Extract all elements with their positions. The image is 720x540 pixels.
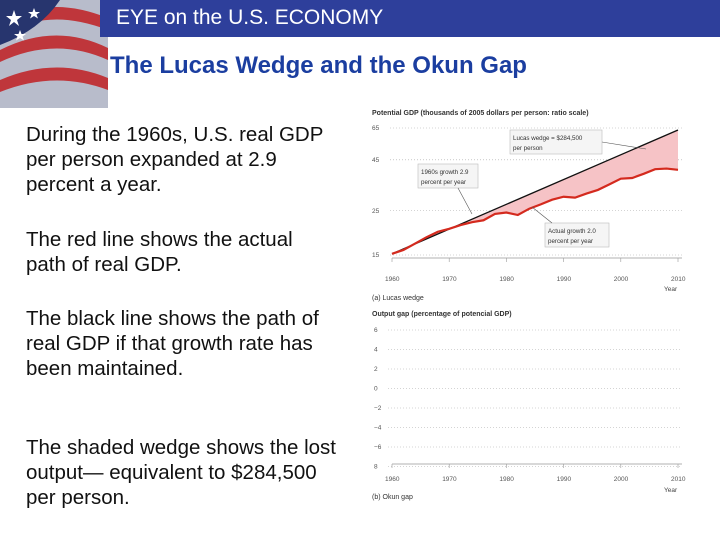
annotation-2-line-2: percent per year bbox=[421, 179, 466, 186]
chart-a-x-tick: 1970 bbox=[442, 276, 457, 283]
banner-title: EYE on the U.S. ECONOMY bbox=[116, 6, 384, 29]
chart-a-y-tick: 15 bbox=[372, 252, 380, 259]
chart-b-x-tick: 1960 bbox=[385, 476, 400, 483]
slide-title: The Lucas Wedge and the Okun Gap bbox=[110, 52, 527, 79]
chart-b-y-tick: 4 bbox=[374, 347, 378, 354]
chart-b-y-tick: −2 bbox=[374, 405, 382, 412]
chart-a-y-tick: 65 bbox=[372, 125, 380, 132]
chart-a-x-tick: 1980 bbox=[499, 276, 514, 283]
chart-b-x-tick: 2000 bbox=[614, 476, 629, 483]
chart-b-y-tick: 2 bbox=[374, 366, 378, 373]
chart-a-y-tick: 25 bbox=[372, 208, 380, 215]
annotation-3-line-1: Actual growth 2.0 bbox=[548, 228, 596, 235]
chart-a-x-tick: 2010 bbox=[671, 276, 686, 283]
chart-b-title: Output gap (percentage of potencial GDP) bbox=[372, 311, 512, 318]
body-paragraph-1: During the 1960s, U.S. real GDP per pers… bbox=[26, 123, 324, 196]
lucas-wedge-chart: Potential GDP (thousands of 2005 dollars… bbox=[372, 110, 686, 302]
chart-b-y-tick: 8 bbox=[374, 464, 378, 471]
chart-a-xlabel: Year bbox=[664, 286, 678, 293]
chart-a-x-tick: 2000 bbox=[614, 276, 629, 283]
flag-logo bbox=[0, 0, 108, 108]
okun-gap-chart: Output gap (percentage of potencial GDP)… bbox=[372, 311, 686, 501]
chart-a-caption: (a) Lucas wedge bbox=[372, 295, 424, 302]
annotation-1-line-1: Lucas wedge = $284,500 bbox=[513, 135, 583, 142]
body-paragraph-4: The shaded wedge shows the lost output— … bbox=[26, 436, 336, 509]
chart-b-caption: (b) Okun gap bbox=[372, 494, 413, 501]
gdp-figure: Potential GDP (thousands of 2005 dollars… bbox=[372, 110, 686, 501]
chart-a-title: Potential GDP (thousands of 2005 dollars… bbox=[372, 110, 589, 117]
body-paragraph-2: The red line shows the actual path of re… bbox=[26, 228, 293, 276]
chart-a-y-tick: 45 bbox=[372, 157, 380, 164]
chart-b-xlabel: Year bbox=[664, 487, 678, 494]
chart-b-x-tick: 2010 bbox=[671, 476, 686, 483]
chart-b-y-tick: −6 bbox=[374, 444, 382, 451]
chart-b-x-tick: 1970 bbox=[442, 476, 457, 483]
annotation-actual-growth: Actual growth 2.0 percent per year bbox=[531, 206, 610, 248]
series-line-potential bbox=[391, 129, 679, 255]
annotation-3-line-2: percent per year bbox=[548, 238, 593, 245]
header-banner: EYE on the U.S. ECONOMY bbox=[100, 0, 720, 37]
chart-b-x-tick: 1990 bbox=[557, 476, 572, 483]
annotation-1-line-2: per person bbox=[513, 145, 543, 152]
chart-b-y-tick: −4 bbox=[374, 425, 382, 432]
annotation-1960s-growth: 1960s growth 2.9 percent per year bbox=[417, 163, 479, 215]
chart-b-y-tick: 6 bbox=[374, 327, 378, 334]
chart-b-y-tick: 0 bbox=[374, 386, 378, 393]
annotation-lucas-wedge: Lucas wedge = $284,500 per person bbox=[509, 129, 647, 155]
annotation-2-line-1: 1960s growth 2.9 bbox=[421, 169, 469, 176]
series-line-actual bbox=[391, 167, 679, 255]
chart-a-x-tick: 1990 bbox=[557, 276, 572, 283]
chart-b-x-tick: 1980 bbox=[499, 476, 514, 483]
body-paragraph-3: The black line shows the path of real GD… bbox=[26, 307, 319, 380]
chart-a-x-tick: 1960 bbox=[385, 276, 400, 283]
